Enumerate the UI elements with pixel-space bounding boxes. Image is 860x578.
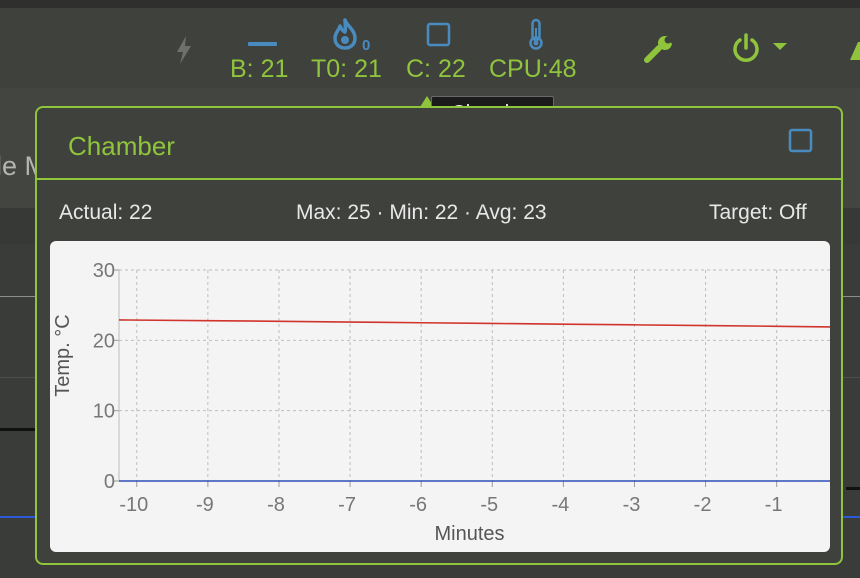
bed-icon[interactable]	[248, 38, 278, 50]
popover-header: Chamber	[37, 108, 841, 180]
thermometer-icon[interactable]	[527, 18, 545, 50]
power-icon[interactable]	[733, 33, 791, 63]
y-tick-label: 10	[93, 401, 115, 423]
actual-temp-line	[118, 319, 830, 328]
y-tick-label: 20	[93, 330, 115, 352]
menu-icon[interactable]	[848, 38, 860, 62]
chamber-popover: Chamber Actual: 22 Max: 25 · Min: 22 · A…	[35, 106, 843, 565]
x-tick-label: -10	[119, 494, 148, 516]
y-tick-label: 30	[93, 260, 115, 282]
chamber-temp[interactable]: C: 22	[406, 55, 466, 83]
y-axis-label: Temp. °C	[52, 314, 74, 396]
x-tick-label: -9	[196, 494, 214, 516]
temperature-chart: 0 10 20 30 -10 -9 -8 -7 -6 -5 -4 -3 -2 -1 Minutes Temp.…	[50, 241, 830, 552]
popover-title: Chamber	[68, 131, 175, 161]
x-tick-label: -6	[409, 494, 427, 516]
x-tick-label: -8	[267, 494, 285, 516]
x-tick-label: -1	[765, 494, 783, 516]
flame-icon[interactable]	[331, 18, 359, 50]
x-tick-label: -4	[551, 494, 569, 516]
bed-temp[interactable]: B: 21	[230, 55, 289, 83]
chamber-icon[interactable]	[426, 22, 452, 48]
lightning-icon[interactable]	[174, 35, 194, 65]
background-temp-line	[0, 428, 40, 438]
temp-summary: Max: 25 · Min: 22 · Avg: 23	[296, 201, 547, 224]
popover-arrow	[420, 96, 434, 107]
y-tick-label: 0	[104, 471, 115, 493]
wrench-icon[interactable]	[643, 34, 675, 64]
background-temp-line	[846, 487, 860, 490]
x-axis-label: Minutes	[434, 523, 504, 545]
x-tick-label: -7	[338, 494, 356, 516]
target-temp: Target: Off	[709, 201, 807, 224]
x-tick-label: -2	[694, 494, 712, 516]
actual-temp: Actual: 22	[59, 201, 153, 224]
cpu-temp[interactable]: CPU:48	[489, 55, 577, 83]
tool-index: 0	[362, 37, 371, 54]
temperature-chart-svg: 0 10 20 30 -10 -9 -8 -7 -6 -5 -4 -3 -2 -1 Minutes Temp.…	[52, 260, 830, 545]
tool-temp[interactable]: T0: 21	[311, 55, 382, 83]
x-tick-label: -5	[480, 494, 498, 516]
chamber-icon[interactable]	[788, 128, 814, 159]
x-tick-label: -3	[623, 494, 641, 516]
